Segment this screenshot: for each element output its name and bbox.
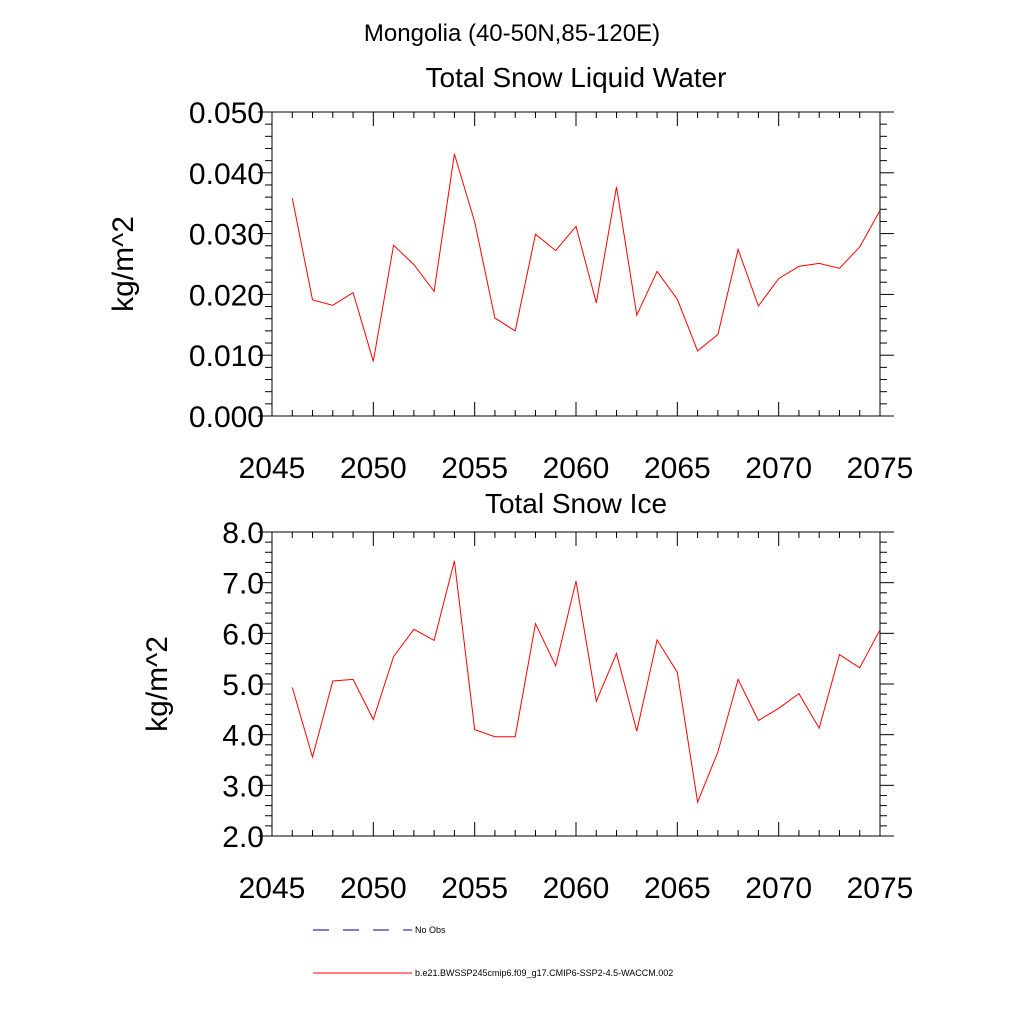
liquid-water-panel: Total Snow Liquid Water kg/m^2 2045 2050 2… xyxy=(107,62,913,485)
liquid-water-x-tick-label: 2075 xyxy=(847,452,914,485)
snow-ice-y-tick-label: 3.0 xyxy=(222,770,264,803)
liquid-water-x-tick-label: 2065 xyxy=(644,452,711,485)
liquid-water-y-tick-label: 0.050 xyxy=(189,97,264,130)
liquid-water-panel-title: Total Snow Liquid Water xyxy=(426,62,727,93)
snow-ice-x-tick-label: 2065 xyxy=(644,872,711,905)
snow-ice-y-tick-label: 8.0 xyxy=(222,517,264,550)
legend-model-run-label: b.e21.BWSSP245cmip6.f09_g17.CMIP6-SSP2-4… xyxy=(415,968,673,978)
snow-ice-y-tick-label: 5.0 xyxy=(222,669,264,702)
liquid-water-x-tick-label: 2045 xyxy=(239,452,306,485)
snow-ice-y-axis-label: kg/m^2 xyxy=(141,636,174,732)
snow-ice-x-tick-label: 2045 xyxy=(239,872,306,905)
snow-ice-panel: Total Snow Ice kg/m^2 2045 2050 2055 2060 20… xyxy=(141,488,913,905)
liquid-water-x-tick-label: 2070 xyxy=(745,452,812,485)
snow-ice-series-line xyxy=(291,560,881,804)
liquid-water-plot-frame xyxy=(271,111,881,417)
liquid-water-y-tick-label: 0.030 xyxy=(189,219,264,252)
legend-no-obs-label: No Obs xyxy=(415,925,446,935)
snow-ice-y-tick-label: 2.0 xyxy=(222,821,264,854)
snow-ice-x-tick-label: 2060 xyxy=(543,872,610,905)
snow-ice-x-tick-label: 2050 xyxy=(340,872,407,905)
snow-ice-y-tick-label: 7.0 xyxy=(222,568,264,601)
liquid-water-x-tick-label: 2050 xyxy=(340,452,407,485)
liquid-water-y-tick-label: 0.000 xyxy=(189,401,264,434)
liquid-water-series-line xyxy=(291,153,881,362)
liquid-water-x-tick-label: 2060 xyxy=(543,452,610,485)
figure-main-title: Mongolia (40-50N,85-120E) xyxy=(364,20,660,47)
liquid-water-y-axis-label: kg/m^2 xyxy=(107,216,140,312)
liquid-water-y-tick-label: 0.040 xyxy=(189,158,264,191)
snow-ice-y-tick-label: 6.0 xyxy=(222,618,264,651)
snow-ice-x-tick-label: 2070 xyxy=(745,872,812,905)
snow-ice-x-tick-label: 2075 xyxy=(847,872,914,905)
snow-ice-panel-title: Total Snow Ice xyxy=(485,488,667,519)
legend: No Obs b.e21.BWSSP245cmip6.f09_g17.CMIP6… xyxy=(313,925,673,978)
liquid-water-y-tick-label: 0.010 xyxy=(189,340,264,373)
snow-ice-plot-frame xyxy=(271,531,881,837)
snow-ice-x-tick-label: 2055 xyxy=(441,872,508,905)
liquid-water-y-tick-label: 0.020 xyxy=(189,279,264,312)
liquid-water-x-tick-label: 2055 xyxy=(441,452,508,485)
snow-ice-y-tick-label: 4.0 xyxy=(222,720,264,753)
